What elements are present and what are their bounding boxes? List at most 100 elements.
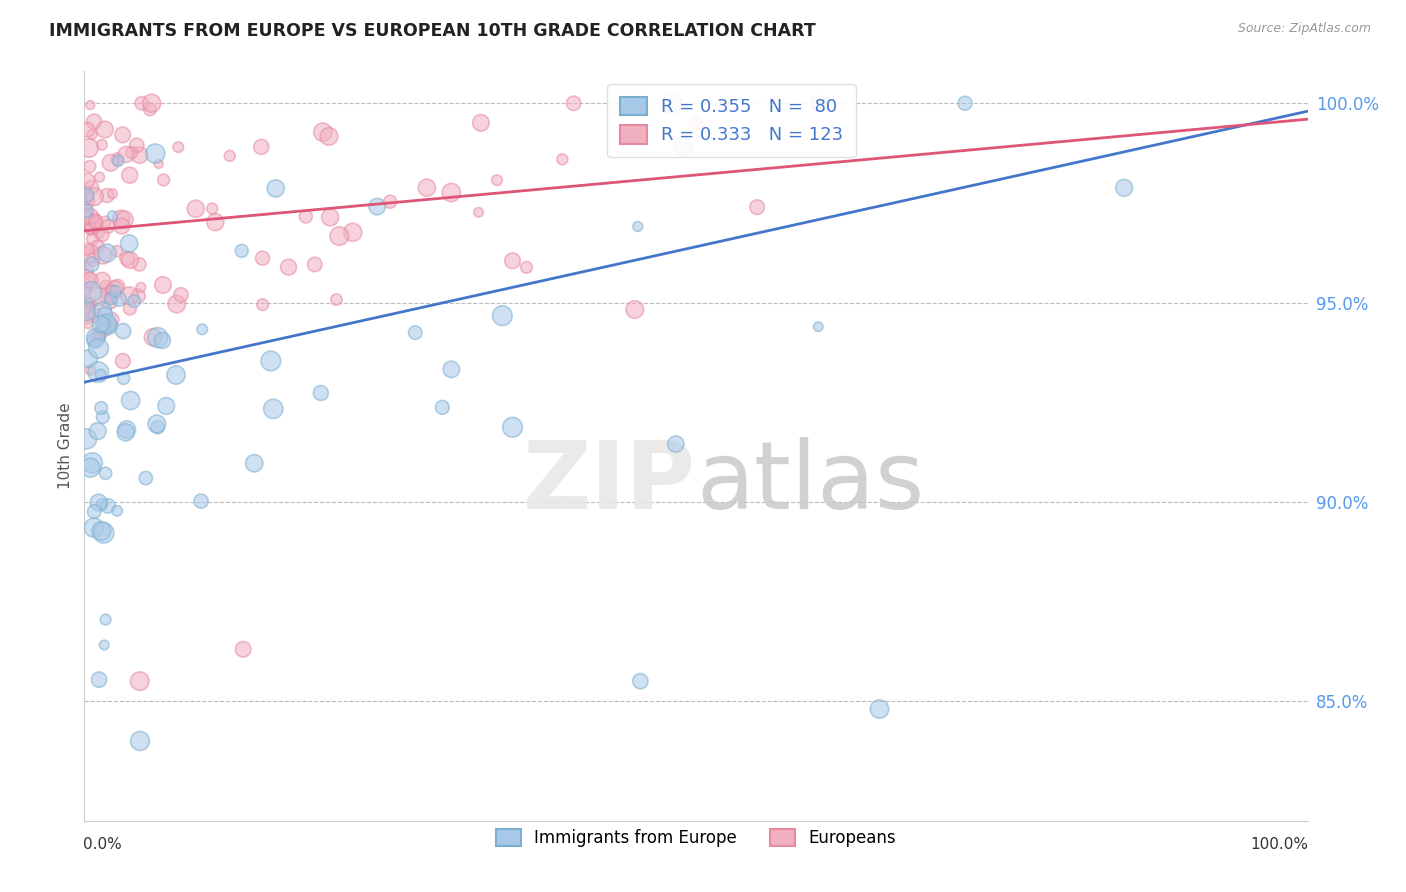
Point [91, 497, 114, 511]
Point [404, 326, 426, 340]
Point [143, 146, 166, 161]
Point [118, 289, 141, 303]
Point [87, 495, 110, 509]
Point [87, 239, 110, 253]
Point [97, 499, 120, 513]
Point [101, 186, 124, 201]
Point [277, 260, 299, 275]
Point [115, 423, 138, 437]
Point [83, 212, 105, 227]
Point [83, 309, 105, 323]
Point [312, 125, 335, 139]
Point [141, 96, 163, 111]
Point [80, 221, 103, 235]
Point [79, 460, 101, 475]
Text: 100.0%: 100.0% [1251, 837, 1309, 852]
Point [87, 673, 110, 687]
Point [93, 525, 115, 540]
Point [502, 253, 524, 268]
Point [218, 149, 240, 163]
Point [152, 277, 174, 292]
Point [128, 148, 150, 162]
Point [108, 292, 131, 306]
Point [128, 257, 150, 271]
Point [661, 96, 683, 111]
Legend: Immigrants from Europe, Europeans: Immigrants from Europe, Europeans [489, 822, 903, 854]
Point [152, 334, 174, 348]
Text: atlas: atlas [696, 437, 924, 530]
Point [75, 191, 97, 205]
Point [129, 734, 152, 748]
Point [807, 96, 830, 111]
Point [89, 226, 111, 240]
Point [110, 211, 132, 226]
Point [121, 145, 143, 160]
Point [84, 214, 107, 228]
Point [87, 289, 110, 303]
Point [105, 244, 128, 259]
Point [190, 494, 212, 508]
Point [562, 96, 585, 111]
Point [75, 299, 97, 313]
Point [89, 328, 111, 343]
Point [319, 211, 342, 225]
Point [232, 642, 254, 657]
Point [328, 229, 350, 244]
Point [80, 212, 103, 227]
Point [243, 456, 266, 470]
Point [91, 273, 114, 287]
Point [122, 294, 145, 309]
Point [77, 141, 100, 155]
Point [118, 168, 141, 182]
Point [82, 232, 104, 246]
Point [90, 137, 112, 152]
Point [90, 401, 112, 415]
Point [91, 228, 114, 243]
Point [87, 342, 110, 356]
Point [79, 273, 101, 287]
Point [342, 225, 364, 239]
Point [79, 297, 101, 311]
Point [77, 351, 100, 366]
Point [100, 284, 122, 298]
Point [96, 246, 118, 260]
Point [120, 253, 142, 268]
Point [440, 362, 463, 376]
Point [86, 329, 108, 343]
Point [170, 288, 193, 302]
Point [76, 316, 98, 330]
Point [76, 432, 98, 446]
Point [83, 521, 105, 535]
Point [101, 209, 124, 223]
Point [94, 122, 117, 136]
Point [79, 363, 101, 377]
Point [551, 153, 574, 167]
Point [252, 297, 274, 311]
Point [97, 319, 120, 334]
Point [90, 524, 112, 538]
Point [131, 96, 153, 111]
Point [79, 222, 101, 236]
Point [96, 188, 118, 202]
Point [624, 302, 647, 317]
Point [366, 200, 388, 214]
Point [672, 139, 695, 153]
Point [184, 202, 207, 216]
Point [515, 260, 537, 275]
Point [94, 308, 117, 322]
Point [79, 160, 101, 174]
Point [118, 301, 141, 316]
Point [191, 322, 214, 336]
Point [90, 368, 112, 382]
Point [152, 173, 174, 187]
Point [96, 317, 118, 331]
Point [83, 189, 105, 203]
Point [114, 425, 136, 440]
Point [100, 155, 122, 169]
Point [93, 638, 115, 652]
Point [146, 330, 169, 344]
Point [82, 128, 104, 142]
Point [105, 152, 128, 166]
Point [91, 303, 114, 318]
Point [295, 210, 318, 224]
